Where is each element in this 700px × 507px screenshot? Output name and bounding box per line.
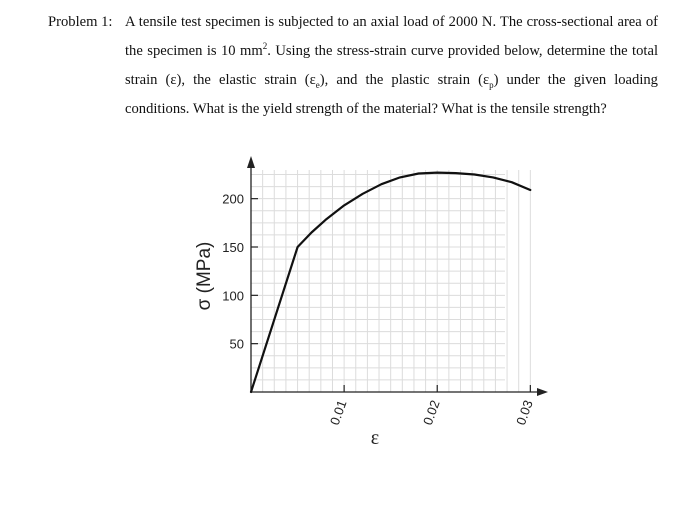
x-tick-label: 0.01 [327,398,350,427]
problem-text: A tensile test specimen is subjected to … [125,8,658,124]
y-tick-label: 100 [222,288,244,303]
problem-statement: Problem 1: A tensile test specimen is su… [48,8,658,124]
area-unit-exponent: 2 [262,41,268,52]
stress-strain-curve [249,171,532,394]
y-axis-arrow [247,156,255,168]
y-tick-label: 150 [222,240,244,255]
problem-text-part-1: A tensile test specimen is subjected to … [125,14,658,59]
problem-text-part-3: ), and the plastic strain (ε [319,72,490,88]
x-axis-label: ε [371,427,379,449]
elastic-subscript: e [315,79,320,90]
x-tick-label: 0.03 [513,398,536,427]
x-axis-arrow [537,388,548,396]
x-tick-label: 0.02 [420,398,443,427]
y-tick-label: 200 [222,192,244,207]
problem-label: Problem 1: [48,14,113,30]
plastic-subscript: p [489,79,494,90]
y-tick-label: 50 [230,337,244,352]
problem-text-part-4: ) under the given loading conditions. Wh… [125,72,658,117]
y-axis-label: σ (MPa) [194,242,215,311]
problem-text-part-2: . Using the stress-strain curve provided… [125,43,658,88]
